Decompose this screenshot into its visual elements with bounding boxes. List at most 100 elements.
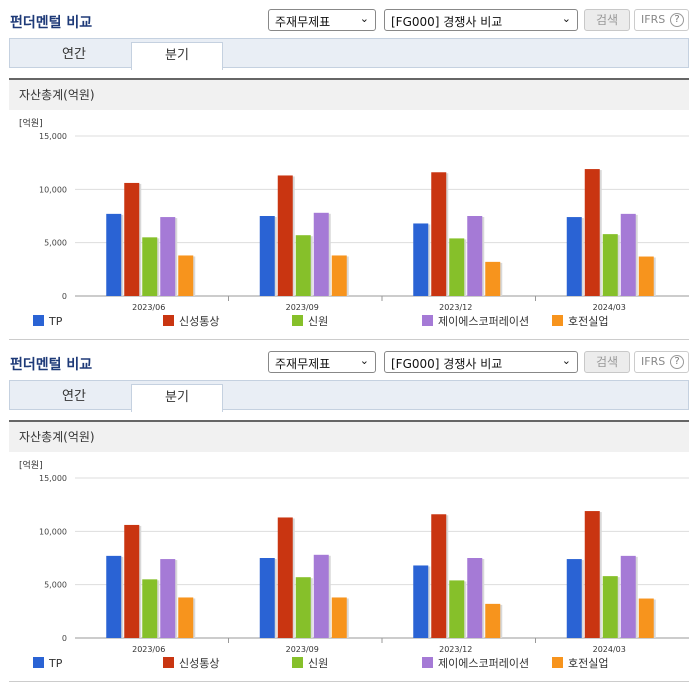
- legend-label: 신성통상: [179, 657, 219, 670]
- statement-select[interactable]: 주재무제표 ⌄: [268, 9, 376, 31]
- bar: [106, 213, 122, 296]
- bar: [584, 169, 600, 296]
- bar: [566, 559, 582, 638]
- section-header: 자산총계(억원): [9, 420, 689, 452]
- bar: [313, 212, 329, 296]
- legend-label: 신원: [308, 657, 328, 670]
- divider: [9, 339, 689, 340]
- bar: [178, 255, 194, 296]
- bar: [178, 597, 194, 638]
- y-tick-label: 5,000: [44, 239, 67, 248]
- bar: [259, 216, 275, 296]
- divider: [9, 681, 689, 682]
- bar: [431, 514, 447, 638]
- compare-select[interactable]: [FG000] 경쟁사 비교 ⌄: [384, 9, 578, 31]
- statement-select[interactable]: 주재무제표 ⌄: [268, 351, 376, 373]
- ifrs-button[interactable]: IFRS ?: [634, 351, 689, 373]
- bar: [413, 223, 429, 296]
- unit-label: [억원]: [19, 117, 43, 129]
- legend-swatch: [552, 657, 563, 668]
- bar: [449, 580, 465, 638]
- bar: [485, 603, 501, 638]
- x-tick-label: 2023/06: [132, 645, 165, 654]
- help-icon: ?: [670, 13, 684, 27]
- bar: [431, 172, 447, 296]
- legend-swatch: [292, 657, 303, 668]
- bar: [602, 576, 618, 638]
- chevron-down-icon: ⌄: [359, 354, 369, 367]
- bar: [620, 555, 636, 638]
- y-tick-label: 15,000: [39, 132, 67, 141]
- bar: [566, 217, 582, 296]
- legend-label: 호전실업: [568, 657, 608, 670]
- bar: [124, 524, 140, 638]
- x-tick-label: 2024/03: [593, 645, 626, 654]
- tab-quarterly[interactable]: 분기: [131, 384, 223, 412]
- legend-swatch: [292, 315, 303, 326]
- bar: [449, 238, 465, 296]
- chevron-down-icon: ⌄: [359, 12, 369, 25]
- bar: [467, 216, 483, 296]
- y-tick-label: 10,000: [39, 527, 67, 536]
- legend-label: 제이에스코퍼레이션: [438, 657, 529, 670]
- x-tick-label: 2023/12: [439, 645, 472, 654]
- bar: [467, 558, 483, 638]
- chevron-down-icon: ⌄: [561, 12, 571, 25]
- bar: [620, 213, 636, 296]
- bar: [638, 256, 654, 296]
- x-tick-label: 2023/12: [439, 303, 472, 312]
- help-icon: ?: [670, 355, 684, 369]
- compare-select-value: [FG000] 경쟁사 비교: [391, 15, 503, 29]
- bar: [106, 555, 122, 638]
- bar: [331, 255, 347, 296]
- tab-annual[interactable]: 연간: [62, 389, 86, 404]
- bar: [142, 579, 158, 638]
- x-tick-label: 2024/03: [593, 303, 626, 312]
- y-tick-label: 0: [62, 634, 67, 643]
- bar: [142, 237, 158, 296]
- panel-title: 펀더멘털 비교: [10, 15, 93, 31]
- legend-swatch: [33, 657, 44, 668]
- bar: [313, 554, 329, 638]
- bar: [277, 517, 293, 638]
- x-tick-label: 2023/09: [286, 645, 319, 654]
- legend-label: TP: [48, 315, 63, 328]
- bar: [277, 175, 293, 296]
- legend-label: 신성통상: [179, 315, 219, 328]
- statement-select-value: 주재무제표: [275, 15, 331, 29]
- tab-annual[interactable]: 연간: [62, 47, 86, 62]
- y-tick-label: 15,000: [39, 474, 67, 483]
- compare-select[interactable]: [FG000] 경쟁사 비교 ⌄: [384, 351, 578, 373]
- period-tabs: 연간 분기: [9, 380, 689, 412]
- bar: [124, 182, 140, 296]
- bar: [584, 511, 600, 638]
- period-tabs: 연간 분기: [9, 38, 689, 70]
- legend-swatch: [163, 315, 174, 326]
- legend-swatch: [422, 657, 433, 668]
- x-tick-label: 2023/09: [286, 303, 319, 312]
- bar: [413, 565, 429, 638]
- legend-swatch: [552, 315, 563, 326]
- bar: [602, 234, 618, 296]
- legend-label: 호전실업: [568, 315, 608, 328]
- legend-swatch: [33, 315, 44, 326]
- ifrs-button[interactable]: IFRS ?: [634, 9, 689, 31]
- fundamental-panel: 펀더멘털 비교 주재무제표 ⌄ [FG000] 경쟁사 비교 ⌄ 검색 IFRS…: [9, 9, 689, 340]
- bar-chart: [억원] 0 5,000 10,000 15,000 2023/06 2023/09 2023…: [9, 112, 689, 340]
- search-button[interactable]: 검색: [584, 351, 630, 373]
- x-tick-label: 2023/06: [132, 303, 165, 312]
- search-button[interactable]: 검색: [584, 9, 630, 31]
- bar: [295, 577, 311, 638]
- ifrs-label: IFRS: [641, 355, 666, 368]
- bar: [331, 597, 347, 638]
- chart-svg: [억원] 0 5,000 10,000 15,000 2023/06 2023/09 2023…: [19, 117, 689, 328]
- bar: [295, 235, 311, 296]
- statement-select-value: 주재무제표: [275, 357, 331, 371]
- tab-quarterly[interactable]: 분기: [131, 42, 223, 70]
- bar: [160, 559, 176, 638]
- unit-label: [억원]: [19, 459, 43, 471]
- legend-swatch: [422, 315, 433, 326]
- compare-select-value: [FG000] 경쟁사 비교: [391, 357, 503, 371]
- panel-title: 펀더멘털 비교: [10, 357, 93, 373]
- y-tick-label: 10,000: [39, 185, 67, 194]
